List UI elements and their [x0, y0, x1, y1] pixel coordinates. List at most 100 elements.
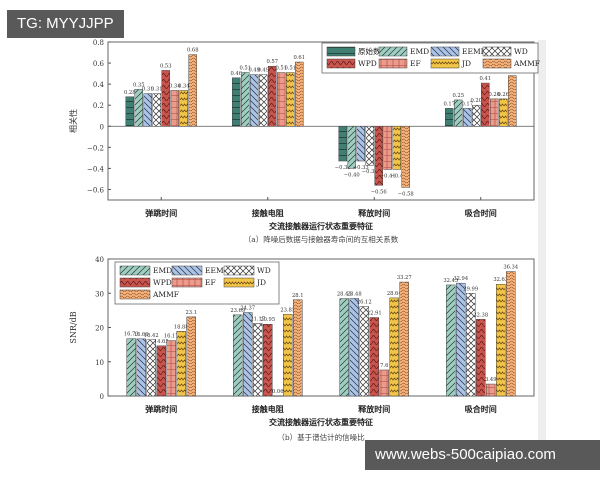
bar [293, 299, 303, 397]
y-tick-label: −0.6 [87, 186, 105, 194]
legend-swatch [482, 46, 512, 57]
bar [188, 54, 197, 127]
bar-value-label: 23.1 [185, 310, 197, 316]
legend-label: WPD [358, 59, 377, 68]
bar [241, 72, 250, 127]
bar-value-label: 3.49 [485, 377, 497, 383]
bar-value-label: 0.68 [187, 48, 199, 54]
bar-value-label: 0.57 [266, 59, 278, 65]
x-category-label: 吸合时间 [465, 208, 497, 218]
bar-value-label: 0.51 [275, 66, 287, 72]
bar-value-label: 0.51 [239, 66, 251, 72]
legend-label: JD [256, 278, 266, 287]
bar [136, 338, 146, 397]
bar [456, 282, 466, 397]
y-tick-label: 0.4 [93, 81, 105, 89]
legend-label: WD [257, 266, 271, 275]
legend-label: EMD [153, 266, 172, 275]
bar [283, 314, 293, 397]
bar-value-label: 16.42 [144, 333, 159, 339]
bar [295, 61, 304, 127]
x-category-label: 接触电阻 [252, 208, 284, 218]
bar [134, 89, 143, 127]
bar [143, 93, 152, 127]
legend-label: WD [514, 47, 528, 56]
bar [499, 98, 508, 127]
y-tick-label: 0.8 [93, 39, 104, 47]
bar [339, 298, 349, 397]
bar-value-label: 0.26 [497, 92, 509, 98]
bar-value-label: 0.31 [142, 87, 154, 93]
bar [126, 338, 136, 397]
bar-value-label: 0.20 [470, 98, 482, 104]
bar [273, 395, 283, 397]
x-category-label: 释放时间 [358, 404, 390, 414]
legend-swatch [326, 46, 356, 57]
legend-swatch [223, 277, 255, 288]
bar [446, 284, 456, 397]
bar [349, 298, 359, 397]
bar-value-label: 0.51 [284, 66, 296, 72]
bar [286, 72, 295, 127]
bar [277, 72, 286, 127]
watermark-top: TG: MYYJJPP [7, 10, 124, 38]
bar [359, 306, 369, 397]
bar [243, 312, 253, 397]
bar [383, 126, 392, 170]
legend-label: AMMF [152, 290, 179, 299]
legend-swatch [378, 46, 408, 57]
bar [463, 108, 472, 127]
legend-label: EMD [410, 47, 429, 56]
bar-value-label: 0.34 [178, 83, 190, 89]
bar [259, 74, 268, 127]
legend-swatch [326, 58, 356, 69]
legend-swatch [378, 58, 408, 69]
legend-swatch [430, 46, 460, 57]
x-axis-label: 交流接触器运行状态重要特征 [269, 417, 373, 427]
bar-value-label: −0.56 [371, 189, 387, 195]
bar [486, 383, 496, 397]
watermark-bottom: www.webs-500caipiao.com [365, 440, 600, 470]
bar [125, 96, 134, 127]
y-tick-label: −0.4 [87, 165, 105, 173]
x-category-label: 弹跳时间 [145, 404, 177, 414]
legend-swatch [223, 265, 255, 276]
bar-value-label: 0.49 [257, 68, 269, 74]
legend-swatch [171, 277, 203, 288]
bar [179, 90, 188, 127]
y-tick-label: −0.2 [87, 144, 104, 152]
bar [454, 99, 463, 127]
legend-label: WPD [153, 278, 172, 287]
bar-value-label: 33.27 [397, 275, 412, 281]
bar-value-label: 32.43 [443, 278, 458, 284]
bar [506, 271, 516, 397]
bar-value-label: 28.48 [347, 291, 362, 297]
bar-value-label: −0.40 [344, 172, 360, 178]
bar [263, 323, 273, 397]
x-axis-label: 交流接触器运行状态重要特征 [269, 221, 373, 231]
bar-value-label: 14.65 [154, 339, 169, 345]
bar [490, 98, 499, 127]
bar-value-label: 0.49 [248, 68, 260, 74]
bar [369, 317, 379, 397]
y-tick-label: 0.2 [93, 102, 104, 110]
y-tick-label: 0.6 [93, 60, 105, 68]
bar [399, 281, 409, 397]
bar-value-label: 28.1 [292, 293, 304, 299]
y-tick-label: 0 [100, 123, 104, 131]
bar-value-label: 7.6 [380, 363, 388, 369]
bar-value-label: 0.53 [160, 63, 172, 69]
bar-value-label: 29.99 [463, 286, 478, 292]
bar-value-label: 0.17 [443, 101, 455, 107]
y-tick-label: 0 [100, 393, 104, 401]
bar [232, 77, 241, 127]
bar [508, 75, 517, 127]
y-tick-label: 20 [95, 325, 104, 333]
bar-value-label: 0.34 [169, 83, 181, 89]
bar-value-label: −0.58 [398, 191, 414, 197]
bar-value-label: 22.91 [367, 311, 382, 317]
bar-value-label: 0.25 [452, 93, 464, 99]
bar-value-label: 0.61 [293, 55, 305, 61]
bar [253, 323, 263, 397]
legend-label: AMMF [513, 59, 540, 68]
